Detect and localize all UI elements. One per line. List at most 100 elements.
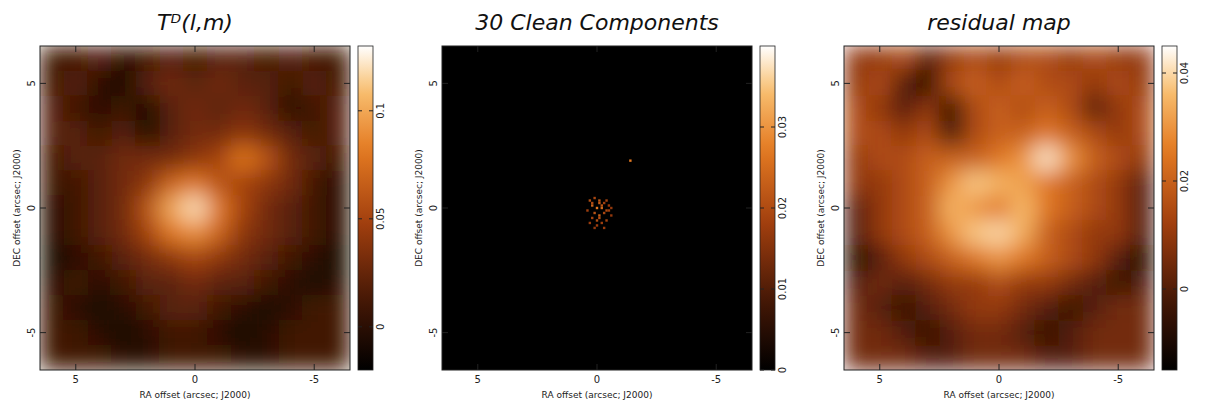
cell: [1059, 320, 1083, 345]
cell: [939, 146, 963, 171]
y-tick-label: 0: [428, 205, 439, 211]
cell: [939, 71, 963, 96]
clean-component: [601, 204, 603, 206]
x-tick: [999, 364, 1000, 370]
cell: [1011, 46, 1035, 71]
cell: [159, 270, 183, 295]
colorbar: [760, 46, 775, 370]
cell: [302, 245, 326, 270]
cell: [159, 146, 183, 171]
cell: [868, 121, 892, 146]
cell: [40, 220, 64, 245]
cell: [939, 320, 963, 345]
cell: [40, 96, 64, 121]
colorbar-tick: [1173, 181, 1177, 182]
cell: [207, 171, 231, 196]
colorbar-tick: [358, 326, 362, 327]
cell: [231, 171, 255, 196]
cell: [844, 96, 868, 121]
cell: [1035, 171, 1059, 196]
cell: [844, 295, 868, 320]
cell: [844, 245, 868, 270]
plot-area: [844, 46, 1154, 370]
cell: [302, 295, 326, 320]
colorbar-tick: [358, 110, 362, 111]
cell: [892, 71, 916, 96]
cell: [844, 320, 868, 345]
cell: [939, 121, 963, 146]
cell: [135, 345, 159, 370]
colorbar-tick: [369, 110, 373, 111]
cell: [231, 196, 255, 221]
panel: 30 Clean Components50-5-505RA offset (ar…: [414, 10, 788, 400]
cell: [892, 320, 916, 345]
cell: [1082, 245, 1106, 270]
cell: [135, 171, 159, 196]
plot-frame: [844, 46, 1154, 370]
colorbar-tick-label: 0.05: [375, 208, 386, 230]
x-tick: [716, 46, 717, 52]
cell: [302, 146, 326, 171]
cell: [112, 71, 136, 96]
x-tick-label: 0: [996, 374, 1002, 385]
clean-component: [591, 202, 593, 204]
y-tick: [746, 83, 752, 84]
x-tick-label: -5: [309, 374, 319, 385]
cell: [255, 196, 279, 221]
colorbar-tick-label: 0.1: [375, 103, 386, 119]
cell: [207, 146, 231, 171]
cell: [326, 245, 350, 270]
y-tick: [344, 208, 350, 209]
clean-component: [610, 207, 612, 209]
cell: [231, 245, 255, 270]
y-tick-label: -5: [428, 328, 439, 338]
cell: [231, 146, 255, 171]
clean-component: [596, 224, 598, 226]
cell: [1035, 121, 1059, 146]
cell: [135, 121, 159, 146]
colorbar-tick: [771, 127, 775, 128]
cell: [892, 46, 916, 71]
colorbar: [358, 46, 373, 370]
cell: [868, 345, 892, 370]
cell: [916, 295, 940, 320]
colorbar-tick: [760, 289, 764, 290]
cell: [112, 220, 136, 245]
cell: [255, 270, 279, 295]
cell: [64, 146, 88, 171]
cell: [40, 71, 64, 96]
cell: [255, 220, 279, 245]
x-tick: [716, 364, 717, 370]
cells: [40, 46, 350, 370]
cell: [987, 171, 1011, 196]
cell: [135, 320, 159, 345]
cell: [916, 245, 940, 270]
cell: [231, 121, 255, 146]
cell: [135, 71, 159, 96]
cell: [963, 196, 987, 221]
clean-component: [591, 217, 593, 219]
cell: [987, 245, 1011, 270]
cell: [892, 220, 916, 245]
colorbar-tick: [1173, 289, 1177, 290]
cell: [183, 270, 207, 295]
colorbar-tick: [760, 127, 764, 128]
cell: [987, 295, 1011, 320]
y-tick: [40, 208, 46, 209]
x-axis-title: RA offset (arcsec; J2000): [140, 390, 251, 400]
cell: [1011, 345, 1035, 370]
cell: [987, 220, 1011, 245]
cell: [302, 270, 326, 295]
colorbar-tick: [771, 289, 775, 290]
cell: [1059, 96, 1083, 121]
cell: [112, 121, 136, 146]
y-tick: [442, 83, 448, 84]
colorbar-tick: [358, 218, 362, 219]
cell: [1106, 220, 1130, 245]
plot-frame: [442, 46, 752, 370]
cell: [302, 121, 326, 146]
panel-title: Tᴰ(l,m): [157, 10, 233, 35]
cell: [231, 96, 255, 121]
panel-title: residual map: [927, 10, 1071, 35]
colorbar-tick: [1162, 73, 1166, 74]
